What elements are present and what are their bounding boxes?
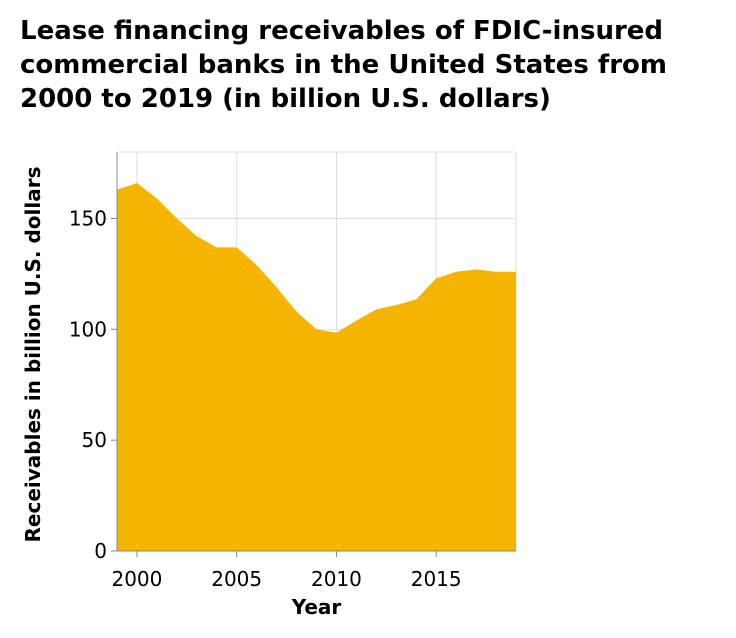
x-tick-label: 2000 (111, 567, 162, 591)
y-axis-ticks: 0 50 100 150 (69, 207, 117, 563)
x-tick-label: 2005 (211, 567, 262, 591)
y-tick-label: 100 (69, 317, 107, 341)
x-tick-label: 2015 (411, 567, 462, 591)
area-series (117, 183, 516, 552)
x-axis-title: Year (291, 595, 342, 619)
chart-title: Lease financing receivables of FDIC-insu… (20, 16, 667, 114)
x-axis-ticks: 2000 2005 2010 2015 (111, 551, 462, 591)
y-tick-label: 150 (69, 207, 107, 231)
y-tick-label: 0 (94, 539, 107, 563)
x-tick-label: 2010 (311, 567, 362, 591)
y-tick-label: 50 (82, 428, 107, 452)
y-axis-title: Receivables in billion U.S. dollars (21, 167, 45, 543)
